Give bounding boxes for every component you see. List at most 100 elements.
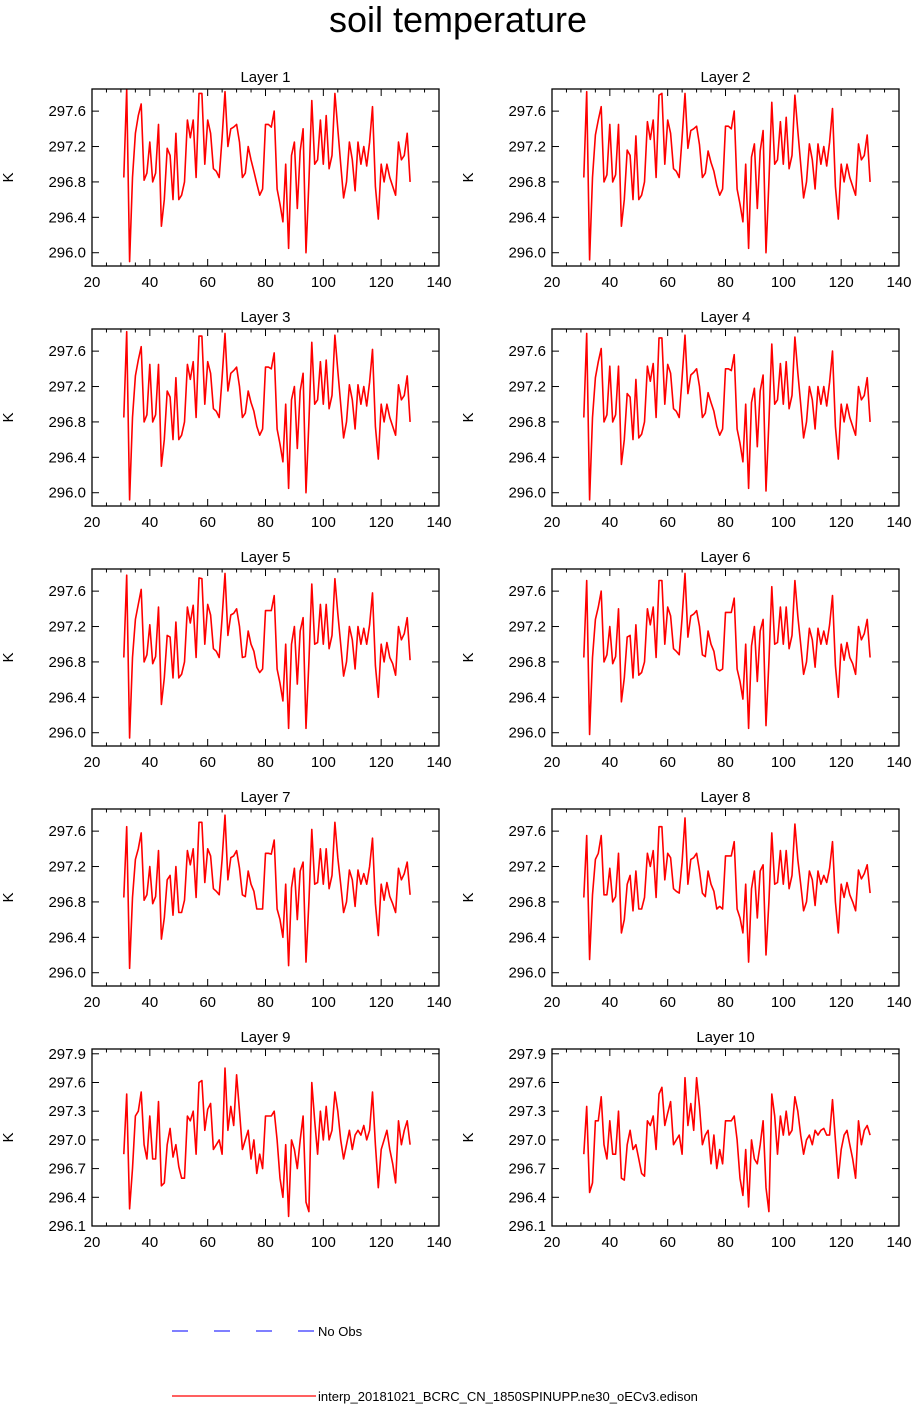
x-tick-label: 40	[601, 274, 618, 291]
y-tick-label: 296.7	[48, 1161, 86, 1178]
series-line	[583, 90, 871, 261]
x-tick-label: 20	[84, 514, 101, 531]
y-tick-label: 296.8	[508, 894, 546, 911]
y-tick-label: 296.4	[508, 929, 546, 946]
plot-frame	[91, 328, 440, 507]
chart-layer-8: Layer 8 K 20 40 60 80 100 120 140 296.0 296.4 296.8…	[460, 789, 912, 1011]
x-tick-label: 140	[426, 274, 451, 291]
y-tick-label: 296.0	[48, 725, 86, 742]
y-tick-label: 297.9	[508, 1046, 546, 1063]
chart-layer-6: Layer 6 K 20 40 60 80 100 120 140 296.0 296.4 296.8…	[460, 549, 912, 771]
series-line	[123, 1067, 411, 1218]
y-tick-label: 297.2	[508, 619, 546, 636]
chart-layer-2: Layer 2 K 20 40 60 80 100 120 140 296.0 296.4 296.8…	[460, 69, 912, 291]
x-tick-label: 120	[369, 274, 394, 291]
x-tick-label: 120	[829, 514, 854, 531]
x-tick-label: 80	[717, 274, 734, 291]
legend-model-run-label: interp_20181021_BCRC_CN_1850SPINUPP.ne30…	[318, 1389, 698, 1404]
x-tick-label: 140	[886, 274, 911, 291]
x-tick-label: 100	[771, 994, 796, 1011]
x-tick-label: 140	[886, 514, 911, 531]
y-tick-label: 297.9	[48, 1046, 86, 1063]
x-tick-label: 60	[659, 274, 676, 291]
chart-title: Layer 9	[240, 1029, 290, 1046]
x-tick-label: 140	[886, 1234, 911, 1251]
x-tick-label: 40	[141, 1234, 158, 1251]
y-tick-label: 296.0	[508, 245, 546, 262]
y-tick-label: 297.2	[508, 859, 546, 876]
x-tick-label: 20	[544, 274, 561, 291]
y-tick-label: 297.6	[48, 103, 86, 120]
x-tick-label: 60	[659, 1234, 676, 1251]
x-tick-label: 120	[829, 754, 854, 771]
x-tick-label: 100	[771, 1234, 796, 1251]
chart-title: Layer 4	[700, 309, 750, 326]
series-line	[123, 330, 411, 501]
y-axis-label: K	[460, 1132, 477, 1142]
y-tick-label: 296.8	[48, 894, 86, 911]
y-tick-label: 296.7	[508, 1161, 546, 1178]
y-tick-label: 297.6	[48, 343, 86, 360]
x-tick-label: 140	[426, 754, 451, 771]
x-tick-label: 100	[311, 754, 336, 771]
chart-layer-1: Layer 1 K 20 40 60 80 100 120 140 296.0 296.4 296.8…	[0, 69, 452, 291]
chart-layer-5: Layer 5 K 20 40 60 80 100 120 140 296.0 296.4 296.8…	[0, 549, 452, 771]
x-tick-label: 120	[369, 514, 394, 531]
x-tick-label: 120	[829, 994, 854, 1011]
chart-layer-9: Layer 9 K 20 40 60 80 100 120 140 296.1 296.4 296.7…	[0, 1029, 452, 1251]
y-tick-label: 297.0	[48, 1132, 86, 1149]
plot-frame	[551, 328, 900, 507]
y-tick-label: 296.4	[48, 1189, 86, 1206]
chart-title: Layer 8	[700, 789, 750, 806]
y-tick-label: 296.8	[48, 174, 86, 191]
y-tick-label: 297.6	[508, 103, 546, 120]
x-tick-label: 140	[426, 994, 451, 1011]
x-tick-label: 20	[544, 1234, 561, 1251]
y-tick-label: 297.2	[48, 619, 86, 636]
x-tick-label: 120	[369, 994, 394, 1011]
x-tick-label: 20	[544, 514, 561, 531]
x-tick-label: 80	[257, 514, 274, 531]
y-tick-label: 297.2	[508, 379, 546, 396]
plot-frame	[91, 88, 440, 267]
y-tick-label: 296.0	[48, 245, 86, 262]
y-tick-label: 297.6	[508, 1074, 546, 1091]
x-tick-label: 20	[84, 754, 101, 771]
plot-frame	[551, 1048, 900, 1227]
y-axis-label: K	[0, 652, 17, 662]
chart-title: Layer 3	[240, 309, 290, 326]
y-tick-label: 296.8	[48, 414, 86, 431]
x-tick-label: 120	[829, 1234, 854, 1251]
x-tick-label: 80	[717, 754, 734, 771]
y-tick-label: 297.2	[508, 139, 546, 156]
plot-frame	[551, 88, 900, 267]
x-tick-label: 60	[659, 514, 676, 531]
plot-frame	[91, 808, 440, 987]
x-tick-label: 100	[311, 514, 336, 531]
y-tick-label: 297.6	[48, 1074, 86, 1091]
x-tick-label: 100	[771, 754, 796, 771]
x-tick-label: 60	[659, 994, 676, 1011]
x-tick-label: 60	[199, 274, 216, 291]
figure-title: soil temperature	[328, 0, 588, 40]
x-tick-label: 20	[544, 994, 561, 1011]
chart-layer-3: Layer 3 K 20 40 60 80 100 120 140 296.0 296.4 296.8…	[0, 309, 452, 531]
x-tick-label: 60	[199, 1234, 216, 1251]
y-tick-label: 296.8	[508, 414, 546, 431]
chart-title: Layer 5	[240, 549, 290, 566]
chart-layer-4: Layer 4 K 20 40 60 80 100 120 140 296.0 296.4 296.8…	[460, 309, 912, 531]
y-tick-label: 297.2	[48, 139, 86, 156]
x-tick-label: 100	[311, 1234, 336, 1251]
y-axis-label: K	[460, 172, 477, 182]
y-tick-label: 297.2	[48, 379, 86, 396]
x-tick-label: 80	[257, 1234, 274, 1251]
x-tick-label: 20	[544, 754, 561, 771]
chart-title: Layer 6	[700, 549, 750, 566]
x-tick-label: 120	[829, 274, 854, 291]
y-tick-label: 296.0	[508, 965, 546, 982]
x-tick-label: 40	[601, 754, 618, 771]
chart-layer-10: Layer 10 K 20 40 60 80 100 120 140 296.1 296.4 296.…	[460, 1029, 912, 1251]
y-tick-label: 296.4	[48, 209, 86, 226]
y-tick-label: 297.6	[48, 583, 86, 600]
